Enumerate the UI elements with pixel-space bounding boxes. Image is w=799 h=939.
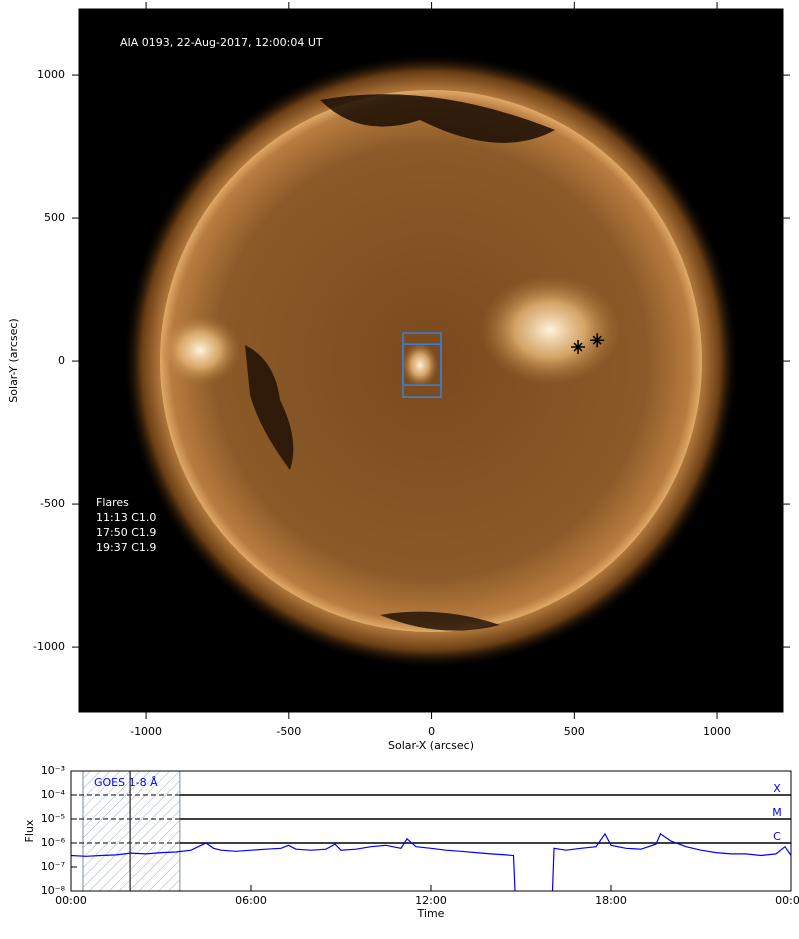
y-tick-label: 10⁻⁷ <box>41 860 65 873</box>
flare-marker <box>571 340 586 355</box>
x-tick-label: 12:00 <box>415 894 447 907</box>
y-tick-label: 10⁻³ <box>41 764 65 777</box>
active-region <box>480 275 620 385</box>
x-axis-label: Solar-X (arcsec) <box>388 739 474 752</box>
x-tick-label: 00:00 <box>55 894 87 907</box>
coronal-hole <box>380 611 500 631</box>
coronal-hole <box>245 345 294 470</box>
y-tick-label: 10⁻⁸ <box>41 884 66 897</box>
x-tick-label: 18:00 <box>595 894 627 907</box>
flare-annotation: 17:50 C1.9 <box>96 526 156 539</box>
flare-annotation: 11:13 C1.0 <box>96 511 156 524</box>
x-tick-label: 1000 <box>703 725 731 738</box>
class-label: M <box>772 806 782 819</box>
y-tick-label: 1000 <box>37 68 65 81</box>
y-tick-label: -1000 <box>33 640 65 653</box>
x-tick-label: -1000 <box>130 725 162 738</box>
plot-background <box>71 771 791 891</box>
y-tick-label: 0 <box>58 354 65 367</box>
x-tick-label: 500 <box>564 725 585 738</box>
y-tick-label: 10⁻⁶ <box>41 836 66 849</box>
sun-image-panel: -1000 -500 0 500 1000 -1000 -500 0 500 1000 Solar-… <box>7 2 790 752</box>
flare-annotation: 19:37 C1.9 <box>96 541 156 554</box>
x-axis-label: Time <box>417 907 445 920</box>
region-box <box>402 343 442 386</box>
x-tick-label: -500 <box>276 725 301 738</box>
y-tick-label: -500 <box>40 497 65 510</box>
y-axis-label: Flux <box>23 819 36 842</box>
flux-line <box>71 832 791 891</box>
legend-label: GOES 1-8 Å <box>94 776 158 789</box>
y-axis-label: Solar-Y (arcsec) <box>7 318 20 402</box>
flare-marker <box>590 333 605 348</box>
y-tick-label: 500 <box>44 211 65 224</box>
active-region <box>402 343 438 387</box>
y-tick-label: 10⁻⁴ <box>41 788 66 801</box>
frame <box>70 770 792 892</box>
time-window <box>82 770 181 892</box>
y-tick-label: 10⁻⁵ <box>41 812 65 825</box>
x-tick-label: 0 <box>428 725 435 738</box>
active-region <box>160 315 240 385</box>
coronal-hole <box>320 94 555 143</box>
x-tick-label: 00:00 <box>775 894 799 907</box>
class-label: C <box>773 830 781 843</box>
flare-annotation: Flares <box>96 496 129 509</box>
class-label: X <box>773 782 781 795</box>
x-tick-label: 06:00 <box>235 894 267 907</box>
image-title: AIA 0193, 22-Aug-2017, 12:00:04 UT <box>120 36 323 49</box>
frame <box>78 8 784 713</box>
